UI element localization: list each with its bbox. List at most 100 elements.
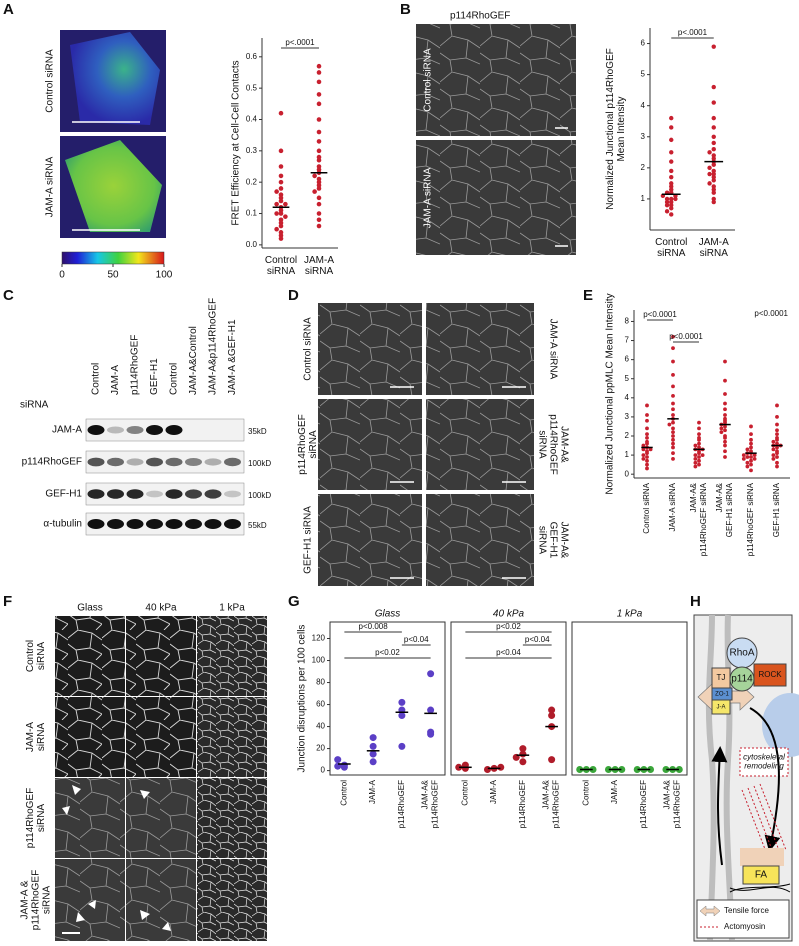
- colorbar-tick-label: 50: [107, 270, 119, 281]
- tensile-base: [740, 848, 784, 866]
- blot-band: [87, 489, 105, 499]
- data-point: [752, 453, 757, 457]
- y-tick-label: 60: [316, 700, 325, 709]
- data-point: [519, 758, 527, 766]
- data-point: [745, 460, 750, 465]
- remodeling-label: remodeling: [744, 762, 784, 771]
- data-point: [641, 457, 646, 461]
- data-point: [641, 453, 646, 457]
- panel-letter: E: [583, 287, 593, 304]
- data-point: [645, 426, 649, 431]
- data-point: [669, 137, 674, 143]
- x-tick-label: GEF-H1 siRNA: [772, 482, 781, 537]
- micrograph: [197, 697, 267, 777]
- y-tick-label: 2: [625, 431, 630, 440]
- data-point: [664, 202, 670, 208]
- data-point: [316, 211, 322, 216]
- rock-label: ROCK: [758, 670, 782, 679]
- data-point: [673, 196, 678, 202]
- x-tick-label: p114RhoGEF: [518, 780, 527, 828]
- data-point: [641, 443, 646, 448]
- data-point: [671, 437, 675, 442]
- data-point: [711, 199, 716, 205]
- y-tick-label: 80: [316, 678, 325, 687]
- data-point: [775, 455, 779, 459]
- data-point: [316, 79, 322, 85]
- row-label: siRNA: [36, 642, 47, 671]
- micrograph: [426, 494, 534, 586]
- x-tick-label: JAM-A&: [689, 482, 698, 512]
- legend-label: Actomyosin: [724, 922, 765, 931]
- data-point: [316, 148, 322, 154]
- data-point: [711, 140, 716, 146]
- data-point: [749, 432, 753, 436]
- lane-label: p114RhoGEF: [130, 335, 141, 395]
- micrograph: [197, 616, 267, 696]
- lane-label: JAM-A &GEF-H1: [227, 319, 238, 395]
- x-tick-label: Control: [581, 780, 590, 806]
- blot-band: [224, 457, 241, 467]
- data-point: [711, 174, 716, 180]
- data-point: [641, 447, 646, 452]
- column-label: 40 kPa: [145, 603, 177, 614]
- data-point: [723, 428, 727, 433]
- y-axis-label: Normalized Junctional ppMLC Mean Intensi…: [605, 293, 616, 494]
- blot-band: [146, 425, 163, 435]
- data-point: [316, 201, 322, 207]
- row-label: siRNA: [42, 886, 53, 915]
- blot-band: [165, 489, 183, 499]
- plot-frame: [329, 621, 446, 776]
- data-point: [645, 432, 649, 436]
- data-point: [693, 453, 698, 457]
- blot-band: [107, 457, 124, 467]
- data-point: [723, 401, 727, 406]
- micrograph: [126, 778, 196, 858]
- data-point: [771, 457, 776, 461]
- row-label: siRNA: [20, 400, 49, 411]
- micrograph: [126, 616, 196, 696]
- data-point: [741, 457, 746, 461]
- data-point: [671, 384, 675, 389]
- y-tick-label: 100: [312, 656, 326, 665]
- data-point: [278, 179, 284, 185]
- data-point: [719, 430, 724, 435]
- blot-strip: [85, 450, 245, 474]
- x-tick-label: p114RhoGEF: [552, 780, 561, 828]
- data-point: [664, 199, 670, 205]
- micrograph: [55, 778, 125, 858]
- data-point: [671, 401, 675, 406]
- fret-cell: [70, 32, 160, 125]
- subplot-title: 1 kPa: [617, 609, 643, 620]
- data-point: [775, 403, 779, 408]
- data-point: [723, 424, 727, 429]
- data-point: [749, 468, 753, 473]
- data-point: [664, 209, 670, 214]
- y-axis-label: Normalized Junctional p114RhoGEF: [605, 48, 616, 210]
- data-point: [723, 439, 727, 444]
- y-tick-label: 2: [641, 163, 646, 172]
- data-point: [369, 734, 377, 742]
- x-tick-label: JAM-A siRNA: [668, 482, 677, 531]
- colorbar-tick-label: 100: [156, 270, 173, 281]
- y-tick-label: 0.6: [246, 52, 258, 61]
- data-point: [745, 455, 750, 459]
- x-tick-label: JAM-A: [304, 255, 334, 266]
- row-label: p114RhoGEF: [25, 788, 36, 848]
- row-label: p114RhoGEF: [547, 414, 558, 474]
- row-label: JAM-A siRNA: [45, 156, 56, 217]
- data-point: [775, 432, 779, 436]
- blot-band: [185, 519, 202, 529]
- data-point: [771, 453, 776, 457]
- blot-band: [146, 457, 163, 467]
- y-tick-label: 40: [316, 722, 325, 731]
- x-tick-label: JAM-A&: [421, 779, 430, 809]
- blot-band: [165, 425, 183, 435]
- blot-band: [87, 425, 105, 435]
- data-point: [576, 765, 584, 773]
- data-point: [398, 742, 406, 750]
- data-point: [771, 447, 776, 452]
- data-point: [723, 407, 727, 412]
- data-point: [316, 63, 322, 69]
- data-point: [693, 457, 698, 461]
